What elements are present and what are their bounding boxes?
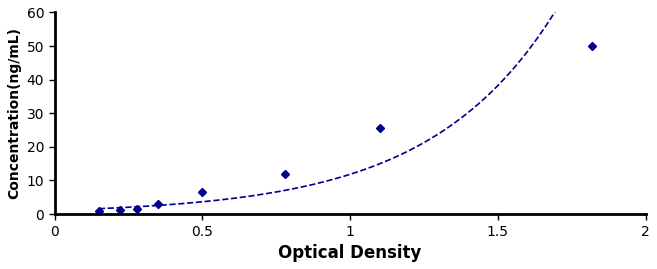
Y-axis label: Concentration(ng/mL): Concentration(ng/mL)	[7, 27, 21, 199]
X-axis label: Optical Density: Optical Density	[279, 244, 422, 262]
